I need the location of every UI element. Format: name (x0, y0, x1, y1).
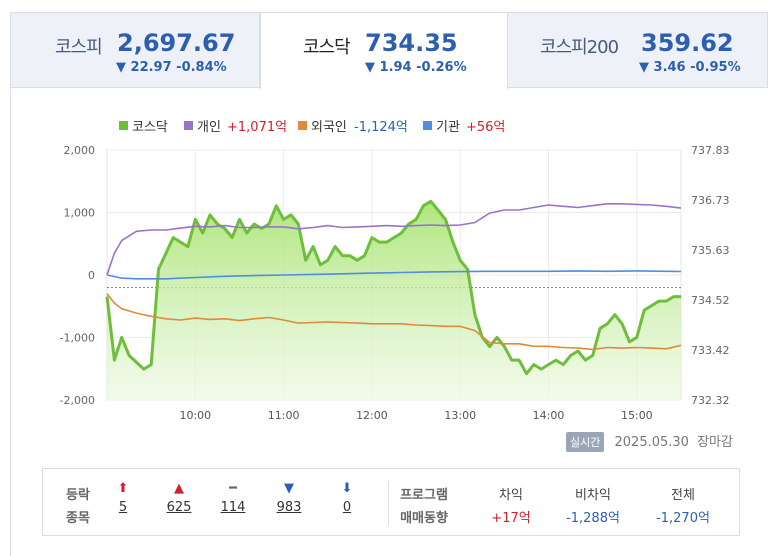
tab-kosdaq[interactable]: 코스닥 734.35 ▼ 1.94 -0.26% (260, 12, 508, 90)
intraday-chart: 코스닥 개인 +1,071억 외국인 -1,124억 기관 +56억 2,000 1,000 0… (60, 120, 730, 422)
tab-change: ▼ 1.94 -0.26% (365, 60, 467, 75)
tab-name: 코스피 (55, 37, 103, 58)
stat-item[interactable]: ━ 114 (215, 481, 251, 515)
x-tick: 15:00 (621, 409, 653, 422)
tab-value: 734.35 (365, 29, 458, 57)
market-stats: 등락 종목 ⬆ 5 ▲ 625 ━ 114 ▼ 983 ⬇ 0 프로그램 매매동향 차익 +17억 비… (42, 468, 740, 536)
legend-label: 코스닥 (132, 120, 168, 135)
down-icon: ▼ (284, 481, 294, 496)
chart-footer: 실시간 2025.05.30 장마감 (566, 431, 733, 452)
up-icon: ▲ (174, 481, 184, 496)
stat-count[interactable]: 5 (118, 500, 128, 515)
tab-value: 359.62 (641, 29, 734, 57)
chart-date: 2025.05.30 (614, 435, 689, 450)
chart-panel (10, 89, 768, 556)
stat-item[interactable]: ▲ 625 (161, 481, 197, 515)
y-right-tick: 737.83 (691, 144, 730, 157)
series-line-외국인 (106, 293, 682, 351)
x-tick: 14:00 (533, 409, 565, 422)
tab-kospi[interactable]: 코스피 2,697.67 ▼ 22.97 -0.84% (10, 12, 260, 88)
down-limit-icon: ⬇ (341, 481, 353, 496)
program-header: 차익 (499, 488, 523, 503)
tab-kospi200[interactable]: 코스피200 359.62 ▼ 3.46 -0.95% (507, 12, 768, 88)
legend-value: +56억 (466, 120, 505, 135)
legend-label: 기관 (436, 120, 460, 135)
legend-swatch (298, 121, 307, 130)
legend-label: 개인 (197, 120, 221, 135)
stat-item[interactable]: ⬇ 0 (329, 481, 365, 515)
stat-item[interactable]: ▼ 983 (271, 481, 307, 515)
stat-item[interactable]: ⬆ 5 (105, 481, 141, 515)
stat-count[interactable]: 114 (220, 500, 246, 515)
stat-count[interactable]: 983 (276, 500, 302, 515)
program-value: -1,288억 (566, 511, 620, 526)
legend-swatch (119, 121, 128, 130)
program-value: -1,270억 (656, 511, 710, 526)
tab-change: ▼ 3.46 -0.95% (639, 60, 741, 75)
realtime-badge[interactable]: 실시간 (566, 432, 605, 452)
chart-series (105, 199, 682, 400)
legend-value: -1,124억 (354, 120, 408, 135)
y-left-tick: -2,000 (60, 394, 95, 407)
x-tick: 12:00 (356, 409, 388, 422)
program-label-1: 프로그램 (400, 488, 448, 503)
index-tabs: 코스피 2,697.67 ▼ 22.97 -0.84% 코스닥 734.35 ▼… (10, 12, 768, 90)
series-line-개인 (106, 203, 682, 276)
program-header: 전체 (671, 488, 695, 503)
program-item: 비차익 -1,288억 (553, 484, 633, 526)
program-label: 프로그램 매매동향 (395, 484, 453, 526)
tab-name: 코스닥 (303, 37, 351, 58)
stats-label-1: 등락 (66, 488, 90, 503)
tab-name: 코스피200 (540, 37, 619, 58)
y-right-tick: 734.52 (691, 294, 730, 307)
x-tick: 10:00 (179, 409, 211, 422)
tab-value: 2,697.67 (117, 29, 236, 57)
up-limit-icon: ⬆ (117, 481, 129, 496)
y-right-tick: 732.32 (691, 394, 730, 407)
y-right-tick: 736.73 (691, 194, 730, 207)
tab-change: ▼ 22.97 -0.84% (116, 60, 227, 75)
program-label-2: 매매동향 (400, 511, 448, 526)
y-left-tick: 0 (88, 269, 95, 282)
y-left-tick: 1,000 (64, 207, 96, 220)
series-line-기관 (106, 270, 682, 280)
legend-swatch (184, 121, 193, 130)
flat-icon: ━ (229, 481, 237, 496)
legend-label: 외국인 (311, 120, 347, 135)
stat-count[interactable]: 625 (166, 500, 192, 515)
legend-value: +1,071억 (227, 120, 287, 135)
x-tick: 11:00 (268, 409, 300, 422)
y-left-tick: -1,000 (60, 332, 95, 345)
y-right-tick: 733.42 (691, 344, 730, 357)
y-left-tick: 2,000 (64, 144, 96, 157)
stats-divider (388, 481, 389, 525)
stat-count[interactable]: 0 (342, 500, 352, 515)
program-item: 전체 -1,270억 (643, 484, 723, 526)
legend-swatch (423, 121, 432, 130)
stats-label-2: 종목 (66, 511, 90, 526)
market-status: 장마감 (697, 435, 733, 450)
program-header: 비차익 (575, 488, 611, 503)
stats-label: 등락 종목 (63, 484, 93, 526)
x-tick: 13:00 (444, 409, 476, 422)
series-area-코스닥 (107, 201, 681, 400)
chart-legend: 코스닥 개인 +1,071억 외국인 -1,124억 기관 +56억 (119, 120, 505, 135)
chart-axes: 2,000 1,000 0 -1,000 -2,000 737.83 736.73 735.6… (60, 144, 730, 422)
y-right-tick: 735.63 (691, 244, 730, 257)
program-item: 차익 +17억 (471, 484, 551, 526)
program-value: +17억 (491, 511, 531, 526)
